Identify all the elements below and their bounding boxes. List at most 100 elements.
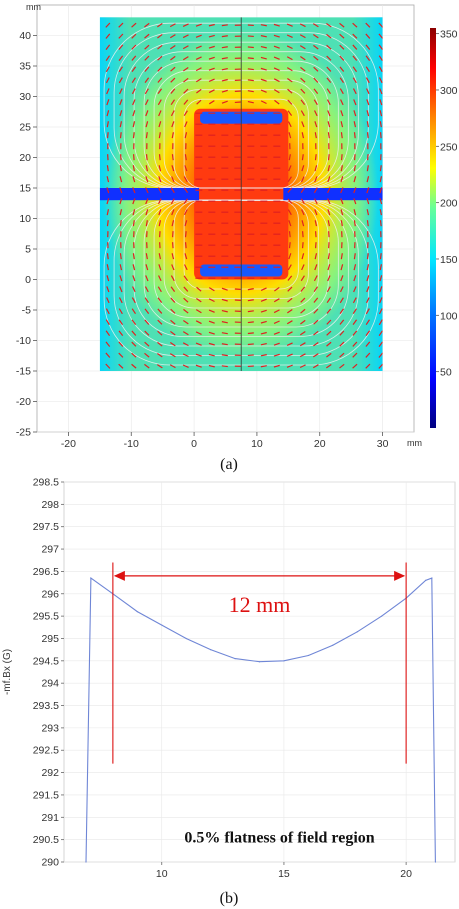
field-arrow (131, 341, 137, 347)
field-arrow (158, 121, 162, 128)
field-arrow (378, 319, 383, 326)
field-arrow (145, 275, 149, 282)
field-arrow (106, 176, 110, 183)
field-arrow (221, 287, 228, 291)
span-arrowhead-right (394, 570, 406, 581)
field-arrow (326, 44, 332, 50)
series-point (85, 861, 87, 863)
field-arrow (208, 23, 215, 27)
field-arrow (379, 99, 383, 106)
field-arrow (299, 342, 306, 347)
field-arrow (301, 165, 305, 172)
field-arrow (379, 286, 383, 293)
field-arrow (365, 352, 371, 358)
field-arrow (312, 353, 319, 358)
field-arrow (300, 308, 306, 314)
field-arrow (171, 132, 174, 139)
field-arrow (132, 220, 135, 227)
field-arrow (300, 88, 306, 94)
field-arrow (339, 66, 345, 72)
field-arrow (158, 165, 162, 172)
field-arrow (260, 67, 267, 71)
colorbar-tick-label: 350 (440, 29, 458, 41)
field-arrow (184, 165, 188, 172)
field-arrow (183, 198, 189, 205)
field-arrow (157, 77, 163, 83)
field-arrow (195, 56, 202, 61)
field-arrow (157, 88, 163, 94)
field-arrow (170, 88, 176, 94)
field-arrow (287, 77, 293, 83)
field-arrow (132, 110, 136, 117)
field-arrow (119, 132, 122, 139)
span-arrowhead-left (113, 570, 125, 581)
field-arrow (301, 121, 305, 128)
field-arrow (353, 110, 357, 117)
field-arrow (183, 264, 188, 271)
field-arrow (196, 99, 202, 105)
field-arrow (287, 297, 293, 303)
field-arrow (326, 66, 332, 72)
field-arrow (288, 242, 291, 249)
field-arrow (132, 187, 136, 194)
field-arrow (365, 363, 371, 369)
field-arrow (286, 364, 293, 368)
field-arrow (339, 286, 344, 293)
field-arrow (339, 55, 345, 61)
y-tick-label: 296 (41, 588, 59, 600)
x-tick-label: 10 (251, 438, 263, 450)
field-arrow (170, 45, 176, 50)
colorbar-tick-label: 300 (440, 85, 458, 97)
field-arrow (353, 253, 356, 260)
y-tick-label: -15 (16, 366, 31, 378)
field-arrow (273, 320, 280, 324)
field-arrow (313, 297, 319, 303)
x-tick-label: 0 (191, 438, 197, 450)
field-arrow (273, 331, 280, 335)
field-arrow (326, 297, 332, 304)
field-arrow (379, 176, 383, 183)
field-arrow (352, 352, 358, 358)
field-arrow (378, 33, 383, 39)
field-arrow (106, 264, 110, 271)
field-arrow (352, 22, 358, 28)
field-arrow (379, 121, 382, 128)
field-arrow (352, 363, 358, 369)
field-arrow (273, 353, 280, 357)
series-point (425, 579, 427, 581)
field-arrow (340, 187, 344, 194)
field-arrow (105, 319, 110, 326)
field-arrow (299, 353, 306, 358)
y-tick-label: 292 (41, 767, 59, 779)
field-arrow (158, 132, 161, 139)
field-arrow (118, 77, 123, 84)
field-arrow (260, 100, 267, 105)
field-arrow (131, 330, 137, 336)
field-arrow (144, 22, 150, 28)
field-arrow (247, 68, 254, 71)
field-arrow (260, 298, 267, 302)
field-arrow (313, 275, 318, 282)
panel-label-a: (a) (220, 456, 238, 473)
field-arrow (273, 89, 280, 94)
field-arrow (300, 176, 305, 183)
field-arrow (106, 187, 110, 194)
field-arrow (132, 165, 135, 172)
field-arrow (313, 341, 319, 347)
field-arrow (106, 198, 110, 205)
field-arrow (105, 330, 111, 337)
field-arrow (170, 55, 176, 61)
field-arrow (339, 44, 345, 50)
field-arrow (131, 319, 137, 325)
field-arrow (300, 99, 306, 105)
series-line (85, 577, 437, 863)
field-arrow (288, 132, 292, 139)
field-arrow (106, 88, 110, 95)
field-arrow (247, 299, 254, 302)
field-arrow (221, 309, 228, 313)
field-arrow (353, 275, 357, 282)
field-arrow (170, 66, 176, 72)
series-point (431, 577, 433, 579)
field-arrow (301, 242, 304, 249)
y-tick-label: 292.5 (33, 745, 59, 757)
